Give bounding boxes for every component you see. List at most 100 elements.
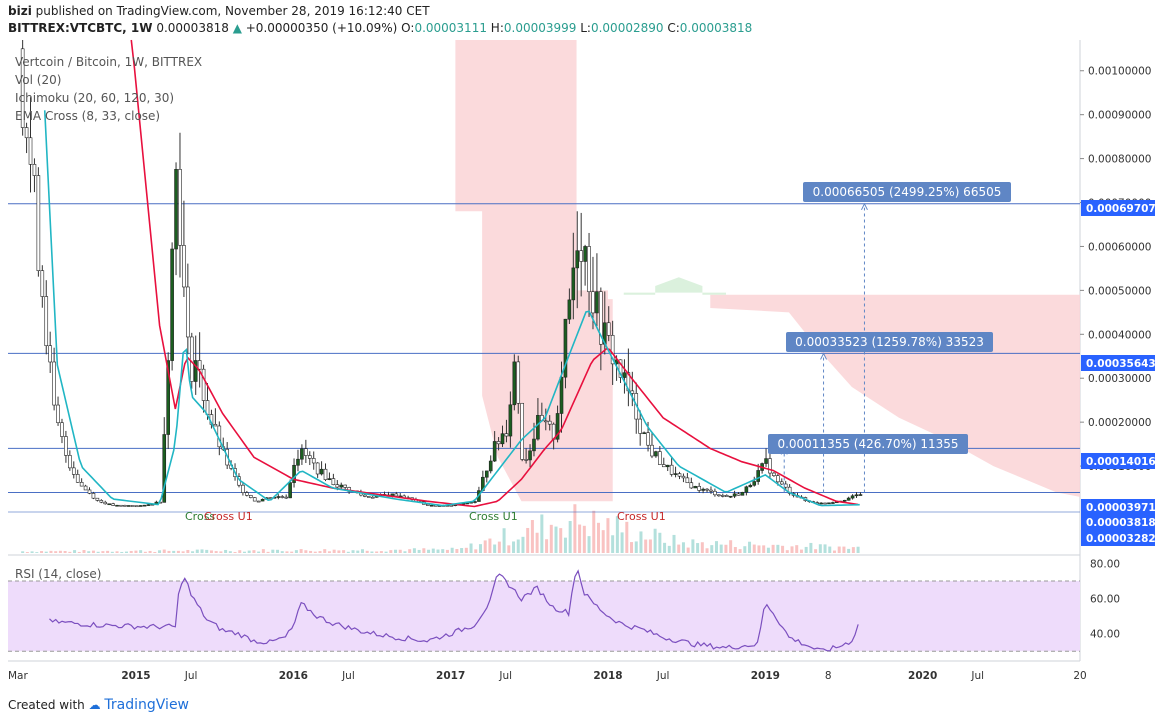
- candle: [473, 501, 477, 503]
- x-tick-label: 8: [825, 670, 832, 682]
- candle: [756, 470, 760, 482]
- candle: [728, 495, 733, 498]
- volume-bar: [573, 504, 577, 553]
- indicator-ichimoku[interactable]: Ichimoku (20, 60, 120, 30): [15, 91, 175, 105]
- y-tick-label: 0.00020000: [1088, 417, 1151, 429]
- candle: [245, 492, 249, 496]
- volume-bar: [209, 550, 213, 553]
- volume-bar: [153, 551, 157, 553]
- candle: [323, 468, 328, 480]
- volume-bar: [389, 550, 393, 553]
- candle: [366, 496, 371, 498]
- measure-label-box[interactable]: [768, 434, 968, 454]
- price-label-box[interactable]: [1081, 530, 1155, 546]
- candle: [256, 500, 261, 503]
- candle: [732, 493, 737, 497]
- volume-bar: [497, 541, 501, 553]
- candle: [186, 286, 190, 338]
- candle: [547, 420, 552, 425]
- volume-bar: [729, 540, 733, 553]
- candle: [197, 360, 202, 370]
- price-label-box[interactable]: [1081, 499, 1155, 515]
- indicator-volume[interactable]: Vol (20): [15, 73, 62, 87]
- volume-bar: [233, 551, 237, 553]
- rsi-line[interactable]: [49, 569, 859, 652]
- candle: [776, 475, 780, 483]
- volume-bar: [158, 550, 162, 553]
- price-label-box[interactable]: [1081, 453, 1155, 469]
- candle: [36, 175, 41, 272]
- x-tick-label: 2020: [908, 670, 937, 682]
- candle: [583, 246, 587, 262]
- candle: [260, 498, 265, 502]
- candle: [618, 359, 623, 378]
- volume-bar: [408, 549, 412, 553]
- candle: [394, 493, 399, 497]
- volume-bar: [91, 550, 95, 553]
- volume-bar: [474, 549, 478, 553]
- price-label-text: 0.00069707: [1086, 203, 1156, 215]
- volume-bar: [653, 528, 657, 553]
- rsi-tick-label: 60.00: [1090, 594, 1120, 606]
- price-label-box[interactable]: [1081, 355, 1155, 371]
- volume-bar: [634, 541, 638, 553]
- x-tick-label: Jul: [184, 670, 198, 682]
- volume-bar: [705, 548, 709, 553]
- volume-bar: [455, 549, 459, 553]
- candle: [343, 484, 347, 488]
- volume-bar: [54, 551, 58, 553]
- candle: [567, 299, 572, 320]
- tradingview-brand[interactable]: TradingView: [104, 697, 190, 713]
- x-tick-label: 2016: [279, 670, 308, 682]
- candle: [335, 484, 340, 488]
- candle: [288, 482, 292, 499]
- ema-slow-line[interactable]: [130, 39, 859, 508]
- cross-signal-label[interactable]: Cross U1: [469, 510, 518, 523]
- volume-bar: [516, 539, 520, 553]
- candle: [512, 361, 517, 406]
- low-label: L:: [580, 21, 591, 35]
- ema-fast-line[interactable]: [43, 110, 860, 507]
- price-label-box[interactable]: [1081, 514, 1155, 530]
- volume-bar: [323, 549, 327, 553]
- candle: [658, 451, 662, 465]
- cross-signal-label[interactable]: Cross: [185, 510, 215, 523]
- cross-signal-label[interactable]: Cross U1: [617, 510, 666, 523]
- volume-bar: [162, 549, 166, 553]
- volume-bar: [828, 546, 832, 553]
- candle: [744, 486, 749, 493]
- x-tick-label: Jul: [656, 670, 670, 682]
- candle: [599, 291, 603, 345]
- close-value: 0.00003818: [679, 21, 753, 35]
- candle: [425, 504, 430, 506]
- volume-bar: [568, 521, 572, 553]
- indicator-title[interactable]: Vertcoin / Bitcoin, 1W, BITTREX: [15, 55, 203, 69]
- rsi-title[interactable]: RSI (14, close): [15, 567, 102, 581]
- volume-bar: [587, 536, 591, 553]
- candle: [48, 345, 52, 363]
- volume-bar: [644, 539, 648, 553]
- measure-label-box[interactable]: [803, 182, 1011, 202]
- volume-bar: [441, 549, 445, 553]
- volume-bar: [710, 545, 714, 553]
- candle: [178, 169, 182, 246]
- close-label: C:: [667, 21, 680, 35]
- volume-bar: [700, 542, 704, 553]
- candle: [720, 495, 725, 497]
- candle: [111, 503, 115, 506]
- volume-bar: [667, 545, 671, 553]
- volume-bar: [228, 551, 232, 553]
- candle: [146, 504, 151, 506]
- low-value: 0.00002890: [590, 21, 664, 35]
- cross-signal-label[interactable]: Cross U1: [204, 510, 253, 523]
- indicator-ema-cross[interactable]: EMA Cross (8, 33, close): [15, 109, 161, 123]
- volume-bar: [285, 551, 289, 553]
- volume-bar: [611, 535, 615, 553]
- volume-bar: [625, 521, 629, 553]
- measure-label-box[interactable]: [786, 332, 993, 352]
- x-tick-label: Mar: [8, 670, 28, 682]
- volume-bar: [77, 551, 81, 553]
- price-label-box[interactable]: [1081, 200, 1155, 216]
- y-tick-label: 0.00040000: [1088, 329, 1151, 341]
